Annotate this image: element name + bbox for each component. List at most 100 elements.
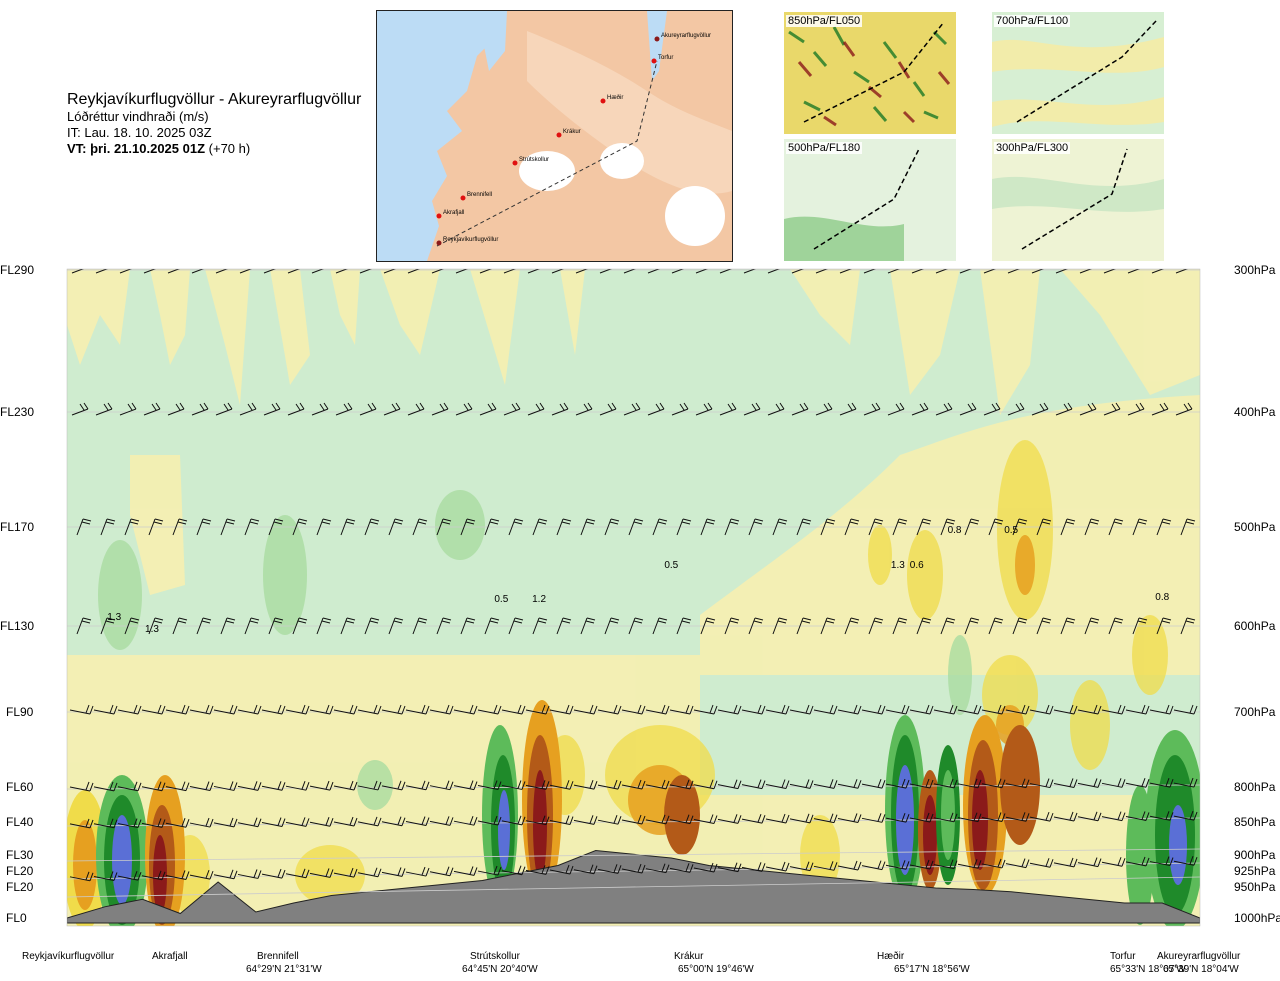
wind-barb [621, 863, 646, 874]
wind-barb [916, 518, 932, 536]
wind-barb [935, 269, 949, 274]
wind-barbs [69, 269, 1198, 882]
station-label: Torfur [1110, 951, 1136, 962]
wind-barb [772, 518, 788, 536]
wind-barb [292, 617, 308, 635]
wind-barb [940, 617, 956, 635]
mini-map-850[interactable]: 850hPa/FL050 [784, 12, 956, 134]
wind-barb [647, 402, 665, 416]
route-point-marker [436, 240, 442, 246]
route-point-label: Strútskollur [519, 157, 549, 163]
flight-level-label: FL290 [0, 263, 35, 277]
wind-barb [549, 704, 574, 715]
wind-barb [93, 781, 118, 792]
mini-map-700[interactable]: 700hPa/FL100 [992, 12, 1164, 134]
route-map[interactable]: Akureyrarflugvöllur Torfur Hæðir Krákur Strú… [376, 10, 733, 262]
wind-barb [719, 402, 737, 416]
wind-barb [407, 402, 425, 416]
wind-barb [141, 818, 166, 828]
flight-level-label: FL30 [6, 848, 34, 862]
wind-barb [868, 617, 884, 635]
wind-barb [525, 865, 550, 875]
pressure-level-label: 600hPa [1234, 619, 1276, 633]
wind-barb [796, 518, 812, 536]
extreme-value-label: 1.3 [891, 560, 905, 571]
wind-barb [1012, 617, 1028, 635]
wind-barb [935, 402, 953, 416]
wind-barb [1077, 857, 1102, 868]
wind-barb [165, 704, 190, 715]
cross-section-chart: 1.3 1.3 0.5 1.2 0.5 1.3 0.6 0.8 0.5 0.8 [66, 268, 1201, 927]
wind-barb [575, 402, 593, 416]
wind-barb [988, 617, 1004, 635]
wind-barb [261, 704, 286, 715]
wind-barb [767, 402, 785, 416]
route-point-label: Hæðir [607, 94, 623, 101]
wind-barb [791, 269, 805, 274]
flight-level-label: FL60 [6, 780, 34, 794]
wind-barb [1125, 856, 1150, 867]
wind-barb [549, 864, 574, 875]
wind-barb [117, 781, 142, 792]
wind-barb [364, 518, 380, 536]
wind-barb [311, 402, 329, 416]
route-point-marker [651, 58, 657, 64]
mini-map-500-svg [784, 139, 956, 261]
wind-barb [1031, 402, 1049, 416]
station-coordinate: 65°17'N 18°56'W [894, 964, 970, 975]
extreme-value-label: 0.5 [1004, 525, 1018, 536]
wind-barb [501, 704, 526, 715]
wind-barb [1029, 704, 1054, 715]
wind-barb [916, 617, 932, 635]
wind-barb [484, 617, 500, 635]
wind-barb [549, 815, 574, 826]
mini-map-700-svg [992, 12, 1164, 134]
wind-barb [364, 617, 380, 635]
wind-barb [244, 617, 260, 635]
wind-barb [1108, 617, 1124, 635]
pressure-level-label: 1000hPa [1234, 911, 1280, 925]
wind-barb [957, 859, 982, 869]
wind-barb [748, 617, 764, 635]
wind-barb [839, 402, 857, 416]
wind-barb [148, 617, 164, 635]
wind-barb [117, 818, 142, 829]
flight-level-label: FL230 [0, 405, 35, 419]
wind-barb [981, 704, 1006, 715]
wind-barb [1084, 617, 1100, 635]
wind-barb [892, 518, 908, 536]
wind-barb [532, 617, 548, 635]
wind-barb [93, 818, 118, 829]
wind-barb [887, 402, 905, 416]
wind-barb [455, 269, 469, 274]
wind-barb [573, 704, 598, 715]
wind-barb [359, 402, 377, 416]
valid-time: VT: þri. 21.10.2025 01Z (+70 h) [67, 141, 361, 157]
wind-barb [119, 269, 133, 274]
mini-map-300[interactable]: 300hPa/FL300 [992, 139, 1164, 261]
wind-barb [717, 862, 742, 873]
wind-barb [983, 269, 997, 274]
pressure-level-line [67, 848, 1200, 862]
wind-barb [575, 269, 589, 274]
flight-level-label: FL40 [6, 815, 34, 829]
wind-barb [959, 402, 977, 416]
wind-barb [309, 868, 334, 878]
wind-barb [1175, 269, 1189, 274]
wind-barb [1007, 402, 1025, 416]
mini-map-500-label: 500hPa/FL180 [786, 142, 863, 154]
wind-barb [309, 780, 334, 791]
wind-barb [76, 518, 92, 536]
wind-barb [263, 402, 281, 416]
wind-barb [335, 269, 349, 274]
wind-barb [671, 269, 685, 274]
route-point-marker [556, 132, 562, 138]
wind-barb [645, 863, 670, 874]
wind-barb [724, 518, 740, 536]
wind-barb [1005, 858, 1030, 869]
wind-barb [573, 815, 598, 825]
wind-barb [191, 269, 205, 274]
mini-map-500[interactable]: 500hPa/FL180 [784, 139, 956, 261]
wind-barb [863, 269, 877, 274]
pressure-level-label: 950hPa [1234, 880, 1276, 894]
